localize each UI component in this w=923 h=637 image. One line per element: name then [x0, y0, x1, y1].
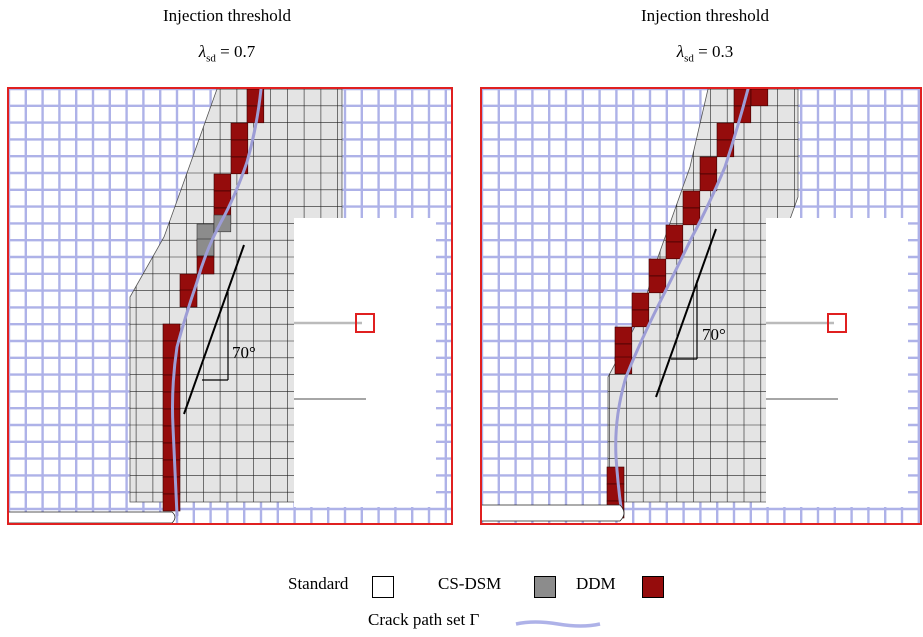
legend-standard-swatch: [372, 576, 394, 598]
legend-ddm-swatch: [642, 576, 664, 598]
right-panel-lambda: λsd = 0.3: [676, 42, 734, 65]
inset: [766, 218, 908, 507]
panel-frame: [7, 87, 453, 525]
ddm-cell: [648, 275, 667, 294]
inset-box: [294, 218, 436, 507]
ddm-cell: [230, 139, 249, 158]
inset-box: [766, 218, 908, 507]
ddm-cell: [230, 122, 249, 141]
left-panel-lambda: λsd = 0.7: [198, 42, 256, 65]
notch: [480, 504, 625, 522]
inset-zoom-marker: [355, 313, 375, 333]
ddm-cell: [213, 173, 232, 192]
inset-zoom-marker: [827, 313, 847, 333]
ddm-cell: [162, 476, 181, 495]
legend-csdsm-label: CS-DSM: [438, 574, 502, 593]
ddm-cell: [716, 122, 735, 141]
ddm-cell: [682, 207, 701, 226]
ddm-cell: [750, 88, 769, 107]
ddm-cell: [665, 241, 684, 260]
legend-standard-label: Standard: [288, 574, 349, 593]
crack-path: [171, 87, 263, 517]
inset: [294, 218, 436, 507]
ddm-cell: [162, 357, 181, 376]
legend-crack-path-line: [515, 620, 601, 628]
right-angle-label: 70°: [702, 325, 726, 344]
ddm-cell: [699, 156, 718, 175]
legend-ddm-label: DDM: [576, 574, 616, 593]
ddm-cell: [606, 483, 625, 502]
ddm-cell: [648, 258, 667, 277]
ddm-cell: [162, 323, 181, 342]
angle-indicator: [655, 228, 717, 398]
right-mesh-svg: [480, 87, 922, 525]
ddm-cell: [162, 442, 181, 461]
ddm-cell: [631, 309, 650, 328]
angle-indicator: [183, 244, 245, 415]
right-panel-title: Injection threshold: [641, 6, 769, 25]
panel-frame: [480, 87, 922, 525]
right-mesh-panel: 70°: [480, 87, 922, 525]
notch: [7, 511, 176, 524]
ddm-cell: [631, 292, 650, 311]
ddm-cell: [614, 326, 633, 345]
left-mesh-svg: [7, 87, 453, 525]
ddm-cell: [665, 224, 684, 243]
left-mesh-panel: 70°: [7, 87, 453, 525]
legend-crack-path-label: Crack path set Γ: [368, 610, 480, 629]
left-panel-title: Injection threshold: [163, 6, 291, 25]
ddm-cell: [162, 425, 181, 444]
ddm-cell: [162, 459, 181, 478]
legend-csdsm-swatch: [534, 576, 556, 598]
crack-path: [614, 87, 750, 517]
ddm-cell: [682, 190, 701, 209]
left-angle-label: 70°: [232, 343, 256, 362]
